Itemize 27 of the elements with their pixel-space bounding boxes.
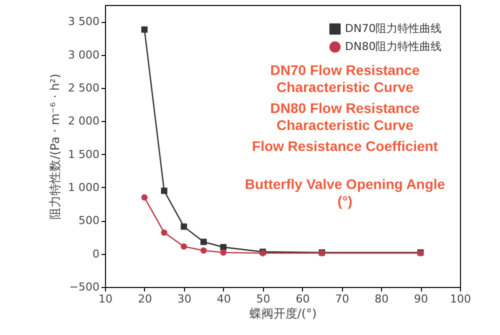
y-tick-label: 0 bbox=[92, 247, 100, 260]
x-tick-label: 80 bbox=[374, 292, 389, 306]
y-tick-label: 2 500 bbox=[68, 81, 100, 94]
x-tick-label: 100 bbox=[450, 292, 471, 306]
y-tick-label: 1 000 bbox=[68, 180, 100, 194]
annotation: Butterfly Valve Opening Angle (°) bbox=[244, 176, 446, 210]
legend-label: DN80阻力特性曲线 bbox=[345, 40, 442, 53]
annotation: DN80 Flow Resistance Characteristic Curve bbox=[269, 100, 421, 134]
x-tick-label: 90 bbox=[414, 292, 428, 306]
y-tick-label: 2 000 bbox=[68, 114, 100, 128]
y-axis-title: 阻力特性数/(Pa · m⁻⁶ · h²) bbox=[48, 74, 62, 220]
x-tick-label: 40 bbox=[216, 292, 231, 306]
x-tick-label: 60 bbox=[296, 292, 310, 306]
x-tick-label: 70 bbox=[335, 292, 350, 306]
x-tick-label: 30 bbox=[177, 292, 192, 306]
x-tick-label: 10 bbox=[98, 292, 112, 306]
y-tick-label: 1 500 bbox=[68, 148, 100, 161]
y-tick-label: 500 bbox=[78, 214, 100, 228]
x-tick-label: 50 bbox=[256, 292, 270, 306]
legend-label: DN70阻力特性曲线 bbox=[345, 22, 442, 35]
annotation: Flow Resistance Coefficient bbox=[251, 138, 439, 155]
x-tick-label: 20 bbox=[138, 292, 152, 306]
x-axis-title: 蝶阀开度/(°) bbox=[249, 306, 317, 320]
y-tick-label: −500 bbox=[69, 280, 100, 294]
annotation: DN70 Flow Resistance Characteristic Curve bbox=[269, 62, 421, 96]
y-tick-label: 3 500 bbox=[68, 15, 100, 28]
y-tick-label: 3 000 bbox=[68, 48, 100, 62]
